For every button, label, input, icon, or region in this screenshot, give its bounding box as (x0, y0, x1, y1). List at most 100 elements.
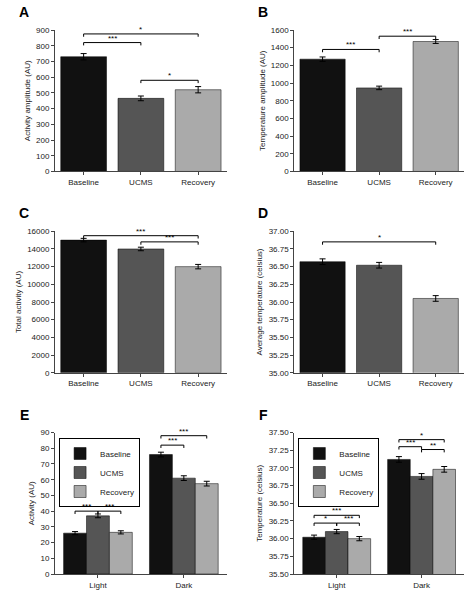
svg-text:400: 400 (275, 132, 289, 141)
svg-text:Activity (AU): Activity (AU) (27, 481, 36, 525)
svg-text:400: 400 (36, 104, 50, 113)
svg-text:600: 600 (275, 114, 289, 123)
svg-text:30: 30 (40, 523, 49, 532)
svg-text:UCMS: UCMS (367, 178, 391, 187)
svg-text:300: 300 (36, 120, 50, 129)
svg-text:36.50: 36.50 (269, 262, 290, 271)
svg-text:36.75: 36.75 (269, 481, 290, 490)
svg-text:Activity amplitude (AU): Activity amplitude (AU) (23, 60, 32, 141)
svg-text:Average temperature (celsius): Average temperature (celsius) (255, 248, 264, 355)
svg-text:Recovery: Recovery (181, 178, 215, 187)
svg-text:1200: 1200 (271, 61, 289, 70)
svg-text:A: A (19, 4, 29, 20)
svg-text:35.50: 35.50 (269, 570, 290, 579)
svg-text:10000: 10000 (27, 280, 50, 289)
svg-text:36.25: 36.25 (269, 517, 290, 526)
svg-text:F: F (259, 407, 268, 423)
svg-text:4000: 4000 (32, 333, 50, 342)
svg-text:Baseline: Baseline (339, 450, 370, 459)
svg-text:C: C (19, 205, 29, 221)
svg-text:UCMS: UCMS (100, 469, 124, 478)
svg-text:*: * (139, 25, 142, 34)
svg-text:***: *** (344, 514, 353, 523)
svg-text:1000: 1000 (271, 79, 289, 88)
svg-text:36.00: 36.00 (269, 298, 290, 307)
svg-text:***: *** (136, 227, 145, 236)
svg-text:Recovery: Recovery (181, 379, 215, 388)
svg-text:*: * (378, 233, 381, 242)
svg-text:*: * (324, 514, 327, 523)
svg-text:Temperature (celsius): Temperature (celsius) (255, 464, 264, 541)
svg-text:UCMS: UCMS (129, 379, 153, 388)
svg-text:***: *** (332, 506, 341, 515)
svg-text:50: 50 (40, 491, 49, 500)
svg-text:Recovery: Recovery (100, 488, 134, 497)
svg-text:20: 20 (40, 538, 49, 547)
svg-text:***: *** (406, 438, 415, 447)
svg-text:60: 60 (40, 476, 49, 485)
svg-text:37.00: 37.00 (269, 464, 290, 473)
svg-text:***: *** (179, 427, 188, 436)
svg-text:800: 800 (36, 42, 50, 51)
svg-text:800: 800 (275, 97, 289, 106)
svg-text:***: *** (82, 502, 91, 511)
svg-text:***: *** (105, 502, 114, 511)
svg-text:Baseline: Baseline (307, 178, 338, 187)
svg-text:600: 600 (36, 73, 50, 82)
svg-text:80: 80 (40, 444, 49, 453)
svg-text:Dark: Dark (175, 581, 193, 590)
svg-text:Baseline: Baseline (100, 450, 131, 459)
svg-text:Light: Light (328, 581, 346, 590)
svg-text:Baseline: Baseline (307, 379, 338, 388)
svg-text:36.50: 36.50 (269, 499, 290, 508)
svg-text:Recovery: Recovery (339, 488, 373, 497)
svg-text:40: 40 (40, 507, 49, 516)
svg-text:**: ** (430, 441, 436, 450)
svg-text:***: *** (165, 233, 174, 242)
svg-text:1600: 1600 (271, 26, 289, 35)
svg-text:8000: 8000 (32, 298, 50, 307)
svg-text:35.50: 35.50 (269, 333, 290, 342)
svg-text:0: 0 (45, 570, 50, 579)
svg-text:35.75: 35.75 (269, 552, 290, 561)
svg-text:36.25: 36.25 (269, 280, 290, 289)
svg-text:37.50: 37.50 (269, 428, 290, 437)
svg-text:35.25: 35.25 (269, 351, 290, 360)
svg-text:200: 200 (36, 136, 50, 145)
svg-text:E: E (20, 407, 29, 423)
svg-text:UCMS: UCMS (339, 469, 363, 478)
svg-text:***: *** (346, 40, 355, 49)
svg-text:Baseline: Baseline (68, 178, 99, 187)
svg-text:0: 0 (45, 369, 50, 378)
svg-text:Recovery: Recovery (419, 379, 453, 388)
svg-text:10: 10 (40, 554, 49, 563)
svg-text:Total activity (AU): Total activity (AU) (14, 271, 23, 334)
svg-text:UCMS: UCMS (129, 178, 153, 187)
svg-text:0: 0 (45, 167, 50, 176)
svg-text:Temperature amplitude (AU): Temperature amplitude (AU) (258, 50, 267, 151)
svg-text:70: 70 (40, 460, 49, 469)
svg-text:90: 90 (40, 428, 49, 437)
svg-text:Recovery: Recovery (419, 178, 453, 187)
svg-text:6000: 6000 (32, 315, 50, 324)
svg-text:36.75: 36.75 (269, 245, 290, 254)
svg-text:***: *** (168, 436, 177, 445)
svg-text:D: D (258, 205, 268, 221)
svg-text:37.25: 37.25 (269, 446, 290, 455)
svg-text:Dark: Dark (413, 581, 431, 590)
svg-text:1400: 1400 (271, 43, 289, 52)
svg-text:*: * (420, 431, 423, 440)
svg-text:Baseline: Baseline (68, 379, 99, 388)
svg-text:*: * (168, 71, 171, 80)
svg-text:35.00: 35.00 (269, 369, 290, 378)
svg-text:12000: 12000 (27, 262, 50, 271)
svg-text:900: 900 (36, 26, 50, 35)
svg-text:14000: 14000 (27, 245, 50, 254)
svg-text:500: 500 (36, 89, 50, 98)
svg-text:***: *** (403, 27, 412, 36)
svg-text:0: 0 (284, 167, 289, 176)
svg-text:UCMS: UCMS (367, 379, 391, 388)
svg-text:2000: 2000 (32, 351, 50, 360)
svg-text:35.75: 35.75 (269, 315, 290, 324)
svg-text:16000: 16000 (27, 227, 50, 236)
